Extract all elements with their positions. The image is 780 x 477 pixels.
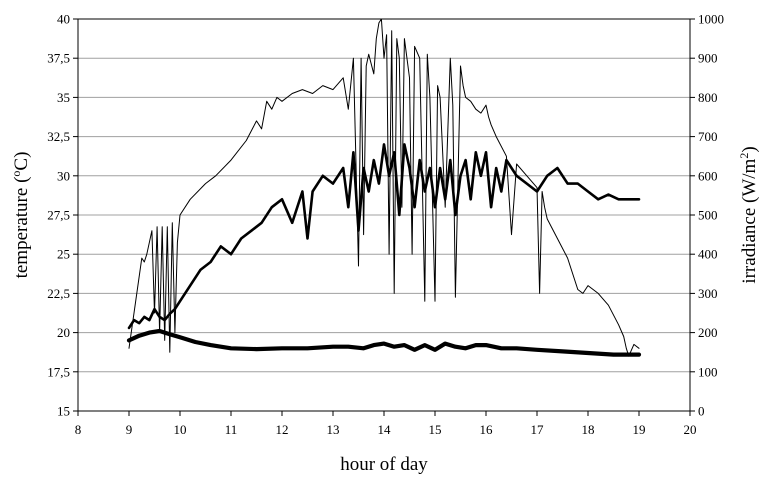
x-axis-title: hour of day xyxy=(340,454,428,475)
x-axis-ticks: 8 9 10 11 12 13 14 15 16 17 18 19 20 xyxy=(75,411,697,437)
y-left-axis-title-sup: o xyxy=(9,171,23,177)
x-tick-label: 8 xyxy=(75,422,82,437)
y-left-axis-title-text: temperature ( xyxy=(11,177,32,279)
y-right-tick-label: 400 xyxy=(698,247,718,262)
y-right-tick-label: 300 xyxy=(698,286,718,301)
y-right-tick-label: 500 xyxy=(698,208,718,223)
x-tick-label: 10 xyxy=(174,422,187,437)
x-tick-label: 11 xyxy=(225,422,238,437)
y-left-tick-label: 27,5 xyxy=(47,208,70,223)
x-tick-label: 16 xyxy=(480,422,494,437)
temperature-low-series-line xyxy=(126,328,642,357)
x-tick-label: 12 xyxy=(276,422,289,437)
y-right-tick-label: 0 xyxy=(698,404,705,419)
x-tick-label: 17 xyxy=(531,422,545,437)
y-right-tick-label: 700 xyxy=(698,129,718,144)
y-left-tick-label: 17,5 xyxy=(47,364,70,379)
x-tick-label: 18 xyxy=(582,422,595,437)
x-tick-label: 9 xyxy=(126,422,133,437)
x-tick-label: 15 xyxy=(429,422,442,437)
x-tick-label: 14 xyxy=(378,422,392,437)
y-right-axis-title-text: irradiance (W/m xyxy=(739,158,760,283)
y-left-tick-label: 22,5 xyxy=(47,286,70,301)
y-left-tick-label: 15 xyxy=(57,404,70,419)
series-group xyxy=(126,18,642,357)
temperature-high-series-line xyxy=(127,143,641,330)
x-tick-label: 13 xyxy=(327,422,340,437)
y-right-tick-label: 200 xyxy=(698,325,718,340)
y-left-tick-label: 35 xyxy=(57,90,70,105)
y-right-axis-ticks: 0 100 200 300 400 500 600 700 800 900 1000 xyxy=(690,12,724,419)
y-left-tick-label: 30 xyxy=(57,168,70,183)
x-tick-label: 19 xyxy=(633,422,646,437)
y-left-axis-title: temperature (oC) xyxy=(9,152,32,279)
y-right-tick-label: 900 xyxy=(698,51,718,66)
y-left-tick-label: 20 xyxy=(57,325,70,340)
y-right-axis-title-close: ) xyxy=(739,146,760,152)
y-right-axis-title: irradiance (W/m2) xyxy=(737,146,760,283)
y-left-tick-label: 25 xyxy=(57,247,70,262)
y-right-tick-label: 800 xyxy=(698,90,718,105)
y-left-axis-ticks: 15 17,5 20 22,5 25 27,5 30 32,5 35 37,5 40 xyxy=(47,12,78,419)
y-right-tick-label: 100 xyxy=(698,364,718,379)
y-right-axis-title-sup: 2 xyxy=(737,153,751,159)
y-right-tick-label: 600 xyxy=(698,168,718,183)
irradiance-series-line xyxy=(128,18,640,357)
y-left-tick-label: 40 xyxy=(57,12,70,27)
gridlines xyxy=(78,57,690,373)
y-left-axis-title-unit: C) xyxy=(11,152,32,171)
y-left-tick-label: 37,5 xyxy=(47,51,70,66)
x-tick-label: 20 xyxy=(684,422,697,437)
y-right-tick-label: 1000 xyxy=(698,12,724,27)
y-left-tick-label: 32,5 xyxy=(47,129,70,144)
